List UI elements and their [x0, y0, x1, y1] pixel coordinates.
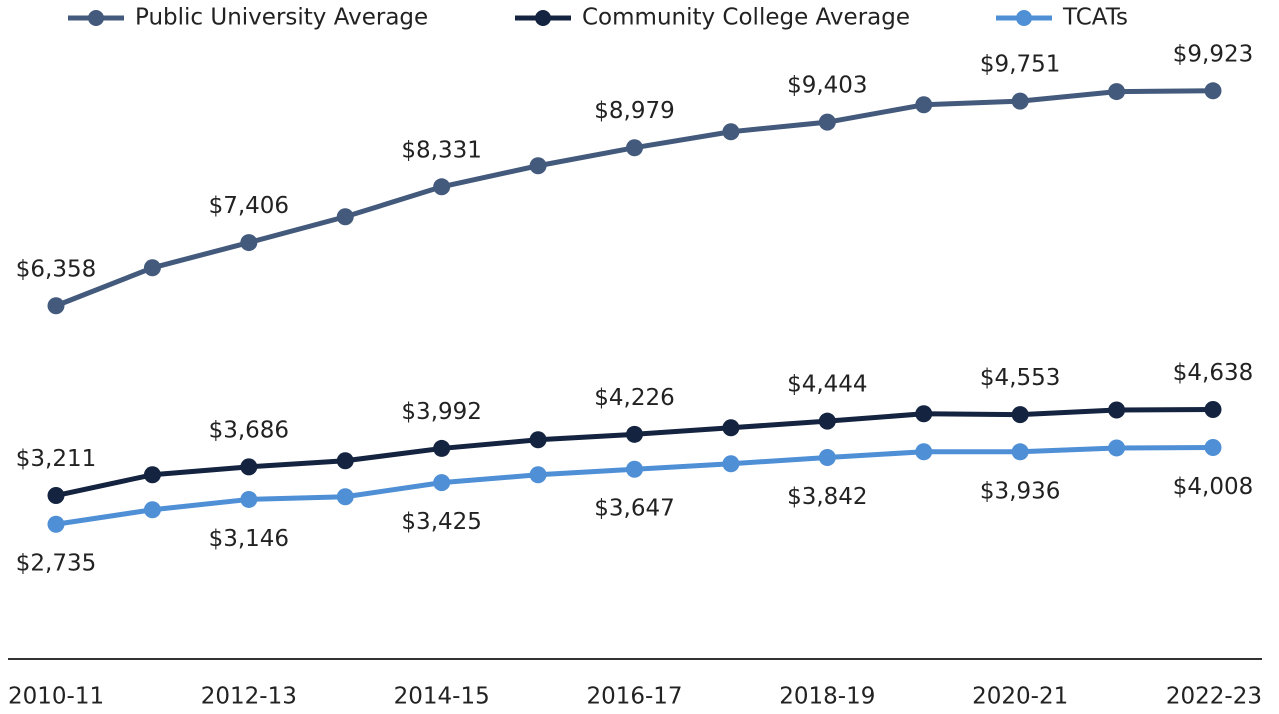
- point: [529, 466, 547, 484]
- point: [722, 455, 740, 473]
- point: [1204, 400, 1222, 418]
- point: [1011, 443, 1029, 461]
- point: [626, 460, 643, 478]
- point: [818, 412, 836, 430]
- x-tick-label: 2010-11: [8, 684, 104, 710]
- point: [47, 297, 65, 315]
- data-label: $3,992: [401, 399, 481, 425]
- data-label: $3,936: [980, 478, 1060, 504]
- point: [336, 452, 354, 470]
- legend-marker: [535, 10, 551, 26]
- data-label: $4,553: [980, 365, 1060, 391]
- point: [143, 466, 161, 484]
- data-label: $4,444: [787, 372, 867, 398]
- data-label: $2,735: [16, 551, 96, 577]
- point: [818, 113, 836, 131]
- point: [626, 425, 643, 443]
- point: [143, 501, 161, 519]
- point: [915, 443, 933, 461]
- data-label: $3,425: [401, 509, 481, 535]
- data-label: $7,406: [209, 193, 289, 219]
- point: [433, 178, 451, 196]
- point: [240, 234, 258, 252]
- data-label: $4,008: [1173, 474, 1253, 500]
- data-label: $4,226: [594, 385, 674, 411]
- legend-label: TCATs: [1062, 5, 1128, 31]
- data-label: $6,358: [16, 256, 96, 282]
- point: [1204, 82, 1222, 100]
- data-label: $8,979: [594, 98, 674, 124]
- point: [818, 448, 836, 466]
- data-label: $3,686: [209, 417, 289, 443]
- legend-label: Community College Average: [582, 5, 910, 31]
- point: [529, 431, 547, 449]
- legend-marker: [88, 10, 104, 26]
- point: [626, 139, 643, 157]
- point: [433, 474, 451, 492]
- data-label: $9,923: [1173, 41, 1253, 67]
- point: [47, 487, 65, 505]
- point: [722, 419, 740, 437]
- point: [1108, 401, 1126, 419]
- x-tick-label: 2022-23: [1166, 684, 1262, 710]
- x-tick-label: 2018-19: [779, 684, 875, 710]
- point: [529, 157, 547, 175]
- point: [240, 490, 258, 508]
- data-label: $4,638: [1173, 360, 1253, 386]
- point: [143, 259, 161, 277]
- point: [1108, 439, 1126, 457]
- point: [1011, 92, 1029, 110]
- x-tick-label: 2016-17: [586, 684, 682, 710]
- legend-marker: [1016, 10, 1032, 26]
- point: [336, 208, 354, 226]
- data-label: $3,647: [594, 496, 674, 522]
- x-tick-label: 2012-13: [201, 684, 297, 710]
- data-label: $3,842: [787, 484, 867, 510]
- data-label: $3,146: [209, 526, 289, 552]
- x-tick-label: 2014-15: [394, 684, 490, 710]
- data-label: $9,751: [980, 52, 1060, 78]
- data-label: $3,211: [16, 446, 96, 472]
- point: [1204, 438, 1222, 456]
- point: [915, 405, 933, 423]
- point: [915, 96, 933, 114]
- legend-label: Public University Average: [135, 5, 428, 31]
- data-label: $9,403: [787, 73, 867, 99]
- point: [240, 458, 258, 476]
- data-label: $8,331: [401, 137, 481, 163]
- x-tick-label: 2020-21: [972, 684, 1068, 710]
- point: [47, 515, 65, 533]
- point: [433, 439, 451, 457]
- point: [722, 123, 740, 141]
- point: [1108, 83, 1126, 101]
- point: [336, 488, 354, 506]
- point: [1011, 406, 1029, 424]
